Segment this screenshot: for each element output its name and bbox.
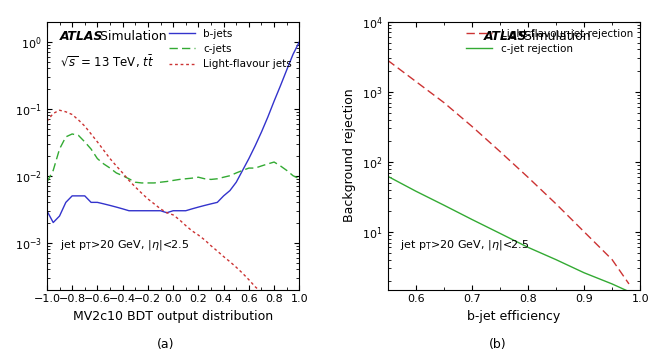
Text: $\sqrt{s}$ = 13 TeV, $t\bar{t}$: $\sqrt{s}$ = 13 TeV, $t\bar{t}$: [60, 54, 153, 70]
Text: (b): (b): [489, 339, 507, 352]
Text: ATLAS: ATLAS: [483, 30, 527, 43]
Text: jet p$_\mathrm{T}$>20 GeV, |$\eta$|<2.5: jet p$_\mathrm{T}$>20 GeV, |$\eta$|<2.5: [60, 238, 189, 252]
Y-axis label: Background rejection: Background rejection: [343, 89, 357, 222]
X-axis label: MV2c10 BDT output distribution: MV2c10 BDT output distribution: [73, 310, 273, 323]
Text: Simulation: Simulation: [521, 30, 591, 43]
X-axis label: b-jet efficiency: b-jet efficiency: [467, 310, 560, 323]
Text: Simulation: Simulation: [96, 30, 167, 43]
Legend: Light-flavour jet rejection, c-jet rejection: Light-flavour jet rejection, c-jet rejec…: [462, 25, 637, 58]
Text: jet p$_\mathrm{T}$>20 GeV, |$\eta$|<2.5: jet p$_\mathrm{T}$>20 GeV, |$\eta$|<2.5: [400, 238, 530, 252]
Text: (a): (a): [157, 339, 175, 352]
Legend: b-jets, c-jets, Light-flavour jets: b-jets, c-jets, Light-flavour jets: [165, 25, 296, 74]
Text: ATLAS: ATLAS: [60, 30, 103, 43]
